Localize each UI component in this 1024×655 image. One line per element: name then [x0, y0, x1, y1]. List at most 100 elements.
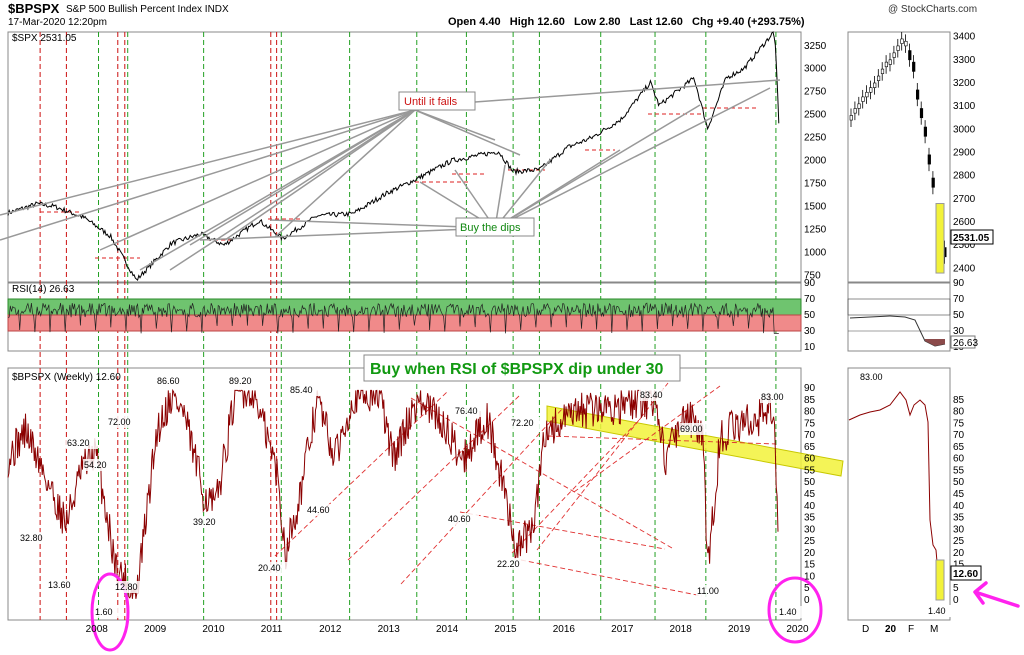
peak-label: 69.00	[680, 424, 703, 434]
spx-inset-y-tick: 2400	[953, 263, 976, 274]
spx-inset-y-tick: 2600	[953, 217, 976, 228]
bpspx-inset-y-tick: 80	[953, 407, 965, 418]
bpspx-inset-y-tick: 55	[953, 465, 965, 476]
spx-panel-label: $SPX 2531.05	[12, 33, 77, 44]
spx-y-tick: 1000	[804, 247, 827, 258]
peak-label-bg	[510, 417, 542, 429]
inset-candle	[892, 52, 896, 58]
until-callout-line	[224, 109, 416, 241]
peak-label: 85.40	[290, 385, 313, 395]
until-callout-line	[169, 109, 416, 271]
spx-y-tick: 750	[804, 270, 821, 281]
rsi-y-tick: 90	[804, 278, 816, 289]
peak-label: 63.20	[67, 438, 90, 448]
peak-label: 32.80	[20, 533, 43, 543]
spx-inset-y-tick: 2900	[953, 148, 976, 159]
peak-label: 54.20	[84, 460, 107, 470]
magenta-circle-2009	[90, 572, 130, 652]
peak-label-bg	[289, 384, 321, 396]
spx-inset-y-tick: 2800	[953, 171, 976, 182]
peak-label: 13.60	[48, 580, 71, 590]
until-callout-line	[274, 109, 416, 238]
spx-price-panel	[7, 31, 802, 283]
bpspx-y-tick: 60	[804, 454, 816, 465]
spx-inset-y-tick: 3200	[953, 78, 976, 89]
rsi-daily-inset-panel	[847, 282, 951, 352]
x-year-tick: 2014	[436, 624, 459, 635]
spx-daily-inset-panel	[847, 31, 951, 283]
inset-candle	[927, 154, 931, 165]
bpspx-y-tick: 50	[804, 477, 816, 488]
inset-peak-label-bg	[927, 605, 953, 617]
inset-x-tick: M	[930, 624, 938, 635]
inset-candle	[873, 82, 877, 88]
peak-label-bg	[257, 562, 289, 574]
inset-peak-label-bg	[859, 371, 891, 383]
bpspx-y-tick: 15	[804, 560, 816, 571]
x-year-tick: 2010	[202, 624, 225, 635]
peak-label-bg	[306, 504, 338, 516]
spx-inset-y-tick: 3300	[953, 55, 976, 66]
bpspx-y-tick: 10	[804, 571, 816, 582]
peak-label: 39.20	[193, 517, 216, 527]
spx-y-tick: 2500	[804, 110, 827, 121]
peak-label: 20.40	[258, 563, 281, 573]
rsi-y-tick: 70	[804, 294, 816, 305]
rsi-y-tick: 10	[804, 342, 816, 353]
red-trend-line	[511, 417, 642, 554]
rsi-last-value: 26.63	[953, 338, 978, 349]
peak-label: 44.60	[307, 505, 330, 515]
inset-candle	[919, 108, 924, 119]
bpspx-inset-y-tick: 50	[953, 477, 965, 488]
until-it-fails-label: Until it fails	[404, 96, 458, 108]
until-callout-line	[99, 109, 416, 251]
spx-y-tick: 3250	[804, 41, 827, 52]
inset-candle	[915, 89, 920, 100]
bpspx-inset-y-tick: 5	[953, 583, 959, 594]
inset-peak-label: 1.40	[928, 606, 946, 616]
buy-rule-label: Buy when RSI of $BPSPX dip under 30	[370, 361, 663, 378]
spx-inset-y-tick: 2500	[953, 240, 976, 251]
until-callout-line	[0, 109, 416, 216]
inset-candle	[900, 38, 904, 44]
inset-x-tick: 20	[885, 624, 897, 635]
x-year-tick: 2013	[378, 624, 401, 635]
spx-y-tick: 1750	[804, 179, 827, 190]
peak-label-bg	[696, 585, 728, 597]
peak-label-bg	[47, 579, 79, 591]
inset-candle	[904, 40, 908, 47]
bpspx-inset-y-tick: 20	[953, 548, 965, 559]
bpspx-y-tick: 80	[804, 407, 816, 418]
bpspx-y-tick: 20	[804, 548, 816, 559]
spx-y-tick: 1250	[804, 224, 827, 235]
spx-y-tick: 2000	[804, 156, 827, 167]
magenta-circle-2020	[767, 576, 823, 644]
bpspx-inset-y-tick: 35	[953, 513, 965, 524]
rsi-inset-fill	[925, 339, 945, 346]
peak-label: 86.60	[157, 376, 180, 386]
peak-label-bg	[192, 516, 224, 528]
inset-candle	[888, 59, 892, 65]
inset-candle	[865, 91, 869, 98]
bpspx-y-tick: 40	[804, 501, 816, 512]
peak-label-bg	[114, 581, 146, 593]
spx-inset-y-tick: 3400	[953, 32, 976, 43]
spx-last-value: 2531.05	[953, 233, 990, 244]
spx-inset-y-tick: 3100	[953, 101, 976, 112]
peak-label: 22.20	[497, 559, 520, 569]
inset-candle	[884, 61, 888, 68]
bpspx-inset-highlight	[935, 559, 945, 601]
peak-label-bg	[760, 391, 792, 403]
peak-label: 89.20	[229, 376, 252, 386]
bpspx-inset-y-tick: 25	[953, 536, 965, 547]
rsi-line	[7, 302, 779, 334]
trend-lines	[40, 107, 777, 597]
rsi-inset-y-tick: 30	[953, 326, 965, 337]
rsi-inset-band	[847, 298, 951, 316]
dips-callout-line	[199, 227, 496, 241]
bpspx-inset-y-tick: 60	[953, 454, 965, 465]
bpspx-daily-inset-panel	[847, 367, 951, 621]
buy-the-dips-label: Buy the dips	[460, 222, 521, 234]
peak-label: 12.80	[115, 582, 138, 592]
